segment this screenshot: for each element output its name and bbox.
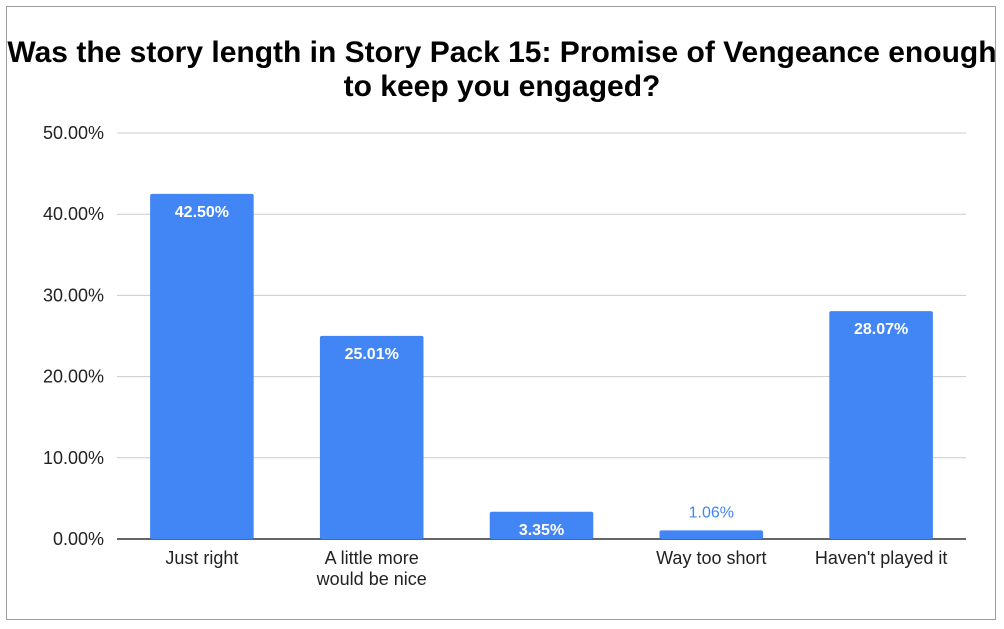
bar	[150, 193, 254, 539]
bar	[319, 335, 424, 539]
bar	[659, 530, 764, 539]
data-labels: 42.50% 25.01% 3.35% 1.06% 28.07%	[175, 204, 908, 539]
data-label: 3.35%	[519, 522, 564, 539]
y-tick-label: 30.00%	[43, 285, 104, 305]
bars	[150, 193, 933, 539]
y-tick-label: 40.00%	[43, 204, 104, 224]
category-label: would be nice	[316, 569, 427, 589]
data-label: 1.06%	[689, 504, 734, 521]
bar	[829, 311, 933, 539]
y-axis-ticks: 0.00% 10.00% 20.00% 30.00% 40.00% 50.00%	[43, 123, 104, 549]
category-label: Way too short	[656, 548, 766, 568]
category-label: Haven't played it	[815, 548, 948, 568]
category-label: A little more	[325, 548, 419, 568]
bar	[489, 511, 594, 539]
y-tick-label: 50.00%	[43, 123, 104, 143]
data-label: 28.07%	[854, 321, 908, 338]
y-tick-label: 10.00%	[43, 448, 104, 468]
y-tick-label: 20.00%	[43, 367, 104, 387]
gridlines	[117, 132, 966, 540]
y-tick-label: 0.00%	[53, 529, 104, 549]
chart-title: Was the story length in Story Pack 15: P…	[7, 36, 997, 103]
data-label: 42.50%	[175, 204, 229, 221]
data-label: 25.01%	[345, 346, 399, 363]
category-label: Just right	[165, 548, 238, 568]
